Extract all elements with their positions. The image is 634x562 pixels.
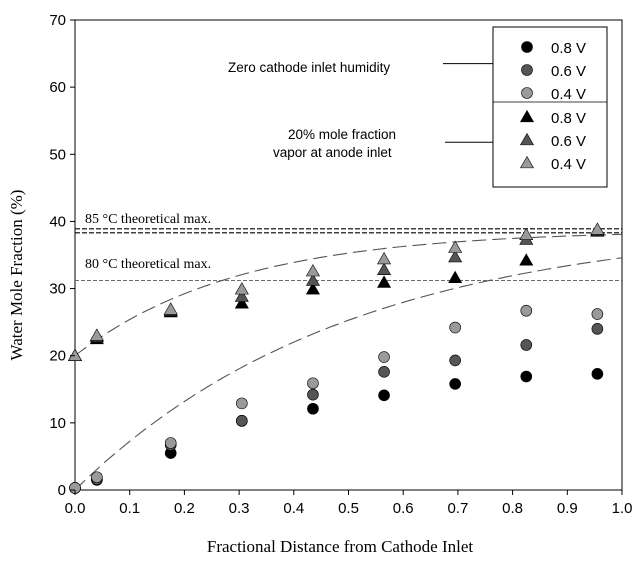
y-tick-label: 50	[49, 146, 66, 163]
data-point-circle-2	[236, 397, 248, 410]
data-point-circle-1	[449, 354, 461, 367]
x-axis-title: Fractional Distance from Cathode Inlet	[207, 537, 474, 556]
x-tick-label: 0.3	[229, 500, 250, 517]
data-point-triangle-5	[234, 282, 249, 295]
data-point-triangle-5	[448, 240, 463, 253]
x-tick-label: 0.6	[393, 500, 414, 517]
legend-label: 0.4 V	[551, 86, 586, 103]
data-point-triangle-4	[448, 249, 463, 263]
y-tick-label: 40	[49, 213, 66, 230]
legend-label: 0.4 V	[551, 156, 586, 173]
x-tick-label: 0.7	[447, 500, 468, 517]
legend-marker-5	[519, 155, 535, 169]
data-point-circle-2	[164, 437, 177, 449]
y-tick-label: 10	[49, 415, 66, 432]
legend-label: 0.6 V	[551, 133, 586, 150]
legend-marker-3	[519, 109, 535, 123]
data-point-circle-2	[307, 377, 319, 390]
data-point-circle-1	[520, 339, 533, 351]
y-axis-title: Water Mole Fraction (%)	[7, 190, 26, 361]
data-point-triangle-5	[377, 251, 392, 265]
legend-label: 0.8 V	[551, 40, 586, 57]
y-tick-label: 20	[49, 348, 66, 365]
data-markers	[67, 222, 605, 494]
legend-box	[492, 26, 608, 188]
data-point-triangle-5	[163, 302, 178, 315]
data-point-circle-1	[236, 415, 248, 427]
reference-lines	[75, 228, 622, 281]
data-point-circle-0	[307, 402, 319, 415]
x-tick-label: 0.4	[283, 500, 304, 517]
data-point-circle-2	[591, 308, 604, 320]
x-tick-label: 0.5	[338, 500, 359, 517]
x-tick-label: 0.1	[119, 500, 140, 517]
annotation-zero-humidity: Zero cathode inlet humidity	[228, 60, 390, 75]
data-point-circle-0	[520, 370, 533, 383]
y-tick-label: 30	[49, 281, 66, 298]
x-tick-label: 0.8	[502, 500, 523, 517]
x-tick-label: 0.0	[65, 500, 86, 517]
x-tick-label: 1.0	[612, 500, 633, 517]
data-point-triangle-5	[590, 222, 605, 235]
legend-label: 0.8 V	[551, 110, 586, 127]
legend-label: 0.6 V	[551, 63, 586, 80]
y-tick-label: 70	[49, 12, 66, 29]
legend-marker-0	[521, 41, 533, 53]
data-point-triangle-5	[89, 328, 104, 341]
data-point-triangle-5	[519, 227, 534, 241]
data-point-triangle-5	[305, 264, 320, 277]
data-point-circle-1	[591, 323, 604, 335]
annotation-vapor-line1: 20% mole fraction	[288, 127, 396, 142]
data-point-triangle-3	[234, 296, 249, 309]
x-tick-label: 0.9	[557, 500, 578, 517]
annotation-vapor-line2: vapor at anode inlet	[273, 145, 392, 160]
data-point-circle-2	[449, 321, 461, 334]
data-point-triangle-4	[305, 273, 320, 286]
data-point-circle-0	[591, 368, 604, 380]
axis-ticks: 0.0 0.1 0.2 0.3 0.4 0.5 0.6 0.7 0.8 0.9 1.0 0 10 20 30…	[49, 12, 632, 517]
data-point-circle-1	[378, 366, 390, 378]
data-point-triangle-4	[377, 262, 392, 275]
legend-marker-2	[521, 87, 533, 99]
legend: 0.8 V 0.6 V 0.4 V 0.8 V 0.6 V 0.4 V	[492, 26, 608, 188]
data-point-triangle-3	[448, 270, 463, 284]
data-point-triangle-3	[377, 275, 392, 288]
x-tick-label: 0.2	[174, 500, 195, 517]
ref-label-85: 85 °C theoretical max.	[85, 212, 211, 227]
data-point-circle-1	[307, 388, 319, 401]
fit-curve-1	[74, 233, 623, 357]
fit-curves	[74, 233, 623, 491]
data-point-circle-2	[520, 304, 533, 317]
y-tick-label: 0	[58, 482, 66, 499]
data-point-circle-2	[378, 351, 390, 363]
ref-label-80: 80 °C theoretical max.	[85, 257, 211, 272]
legend-marker-4	[519, 132, 535, 146]
data-point-circle-0	[449, 378, 461, 390]
data-point-circle-2	[91, 471, 103, 484]
legend-marker-1	[521, 64, 533, 76]
data-point-triangle-5	[67, 348, 83, 361]
data-point-triangle-3	[519, 253, 534, 266]
data-point-circle-0	[378, 389, 390, 402]
y-tick-label: 60	[49, 79, 66, 96]
data-point-triangle-3	[305, 282, 320, 295]
fit-curve-0	[74, 257, 623, 491]
data-point-triangle-4	[234, 289, 249, 302]
